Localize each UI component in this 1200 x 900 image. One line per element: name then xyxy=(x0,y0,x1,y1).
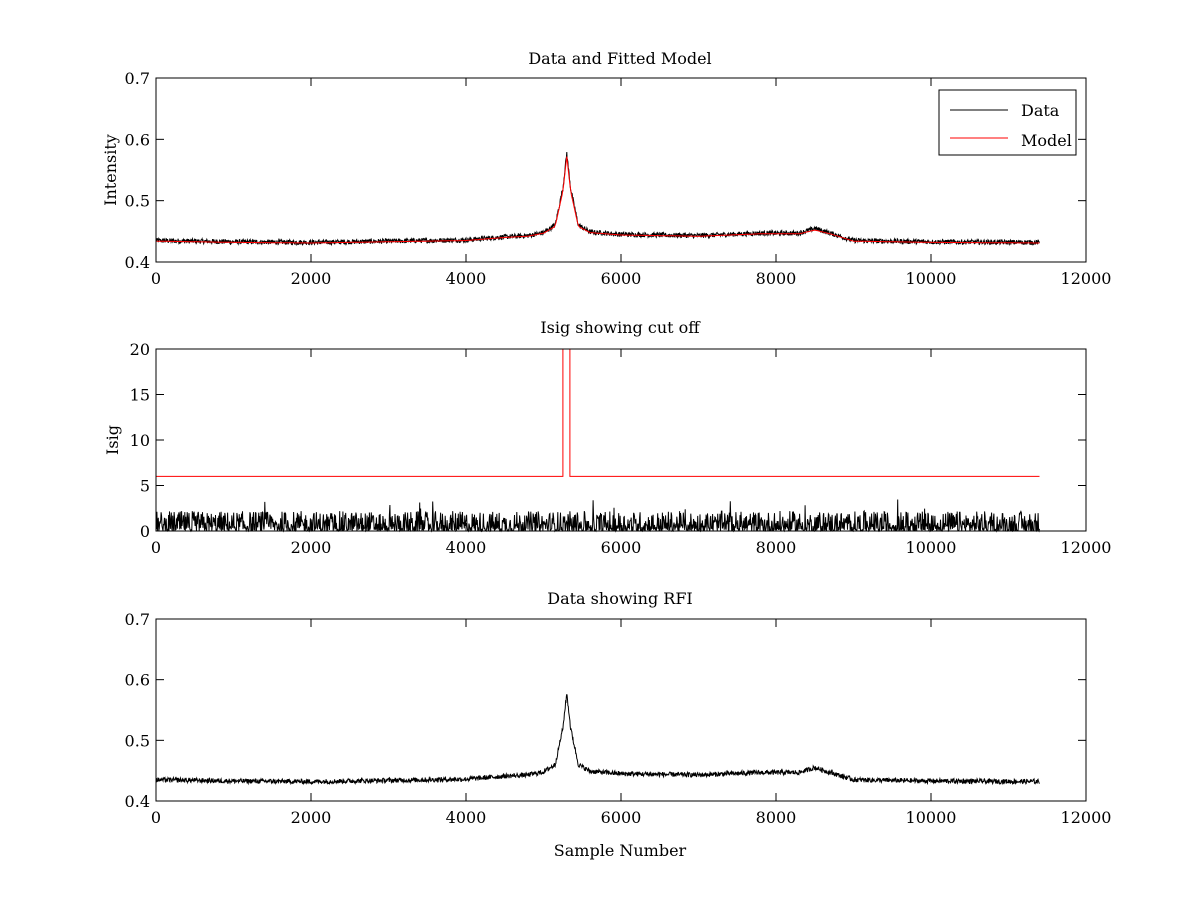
panel-1-ylabel: Intensity xyxy=(101,134,120,206)
panel-3: Data showing RFI Sample Number 0 2000 4000… xyxy=(125,589,1112,860)
legend-model-label: Model xyxy=(1021,131,1072,150)
x-tick-label: 10000 xyxy=(906,269,957,288)
x-tick-label: 0 xyxy=(151,269,161,288)
y-tick-label: 10 xyxy=(130,431,150,450)
x-tick-label: 10000 xyxy=(906,538,957,557)
x-tick-label: 2000 xyxy=(291,538,332,557)
legend-data-label: Data xyxy=(1021,101,1060,120)
panel-3-axes-box xyxy=(155,618,1087,802)
x-tick-label: 8000 xyxy=(756,808,797,827)
y-tick-label: 15 xyxy=(130,386,150,405)
x-tick-label: 12000 xyxy=(1061,808,1112,827)
x-tick-label: 8000 xyxy=(756,538,797,557)
x-tick-label: 4000 xyxy=(446,538,487,557)
x-tick-label: 6000 xyxy=(601,269,642,288)
x-tick-label: 2000 xyxy=(291,269,332,288)
x-tick-label: 12000 xyxy=(1061,538,1112,557)
series-data xyxy=(155,694,1040,786)
y-tick-label: 0.4 xyxy=(125,792,150,811)
panel-3-plot-area xyxy=(155,694,1040,786)
y-tick-label: 0.6 xyxy=(125,671,150,690)
x-tick-label: 12000 xyxy=(1061,269,1112,288)
y-tick-label: 0.5 xyxy=(125,731,150,750)
panel-2-ylabel: Isig xyxy=(103,425,122,455)
x-tick-label: 0 xyxy=(151,538,161,557)
y-tick-label: 0 xyxy=(140,522,150,541)
panel-3-xlabel: Sample Number xyxy=(554,841,687,860)
y-tick-label: 0.6 xyxy=(125,130,150,149)
panel-1-axes-box xyxy=(155,77,1087,263)
series-model xyxy=(155,156,1040,244)
y-tick-label: 20 xyxy=(130,340,150,359)
x-tick-label: 0 xyxy=(151,808,161,827)
panel-2-title: Isig showing cut off xyxy=(540,318,701,337)
x-tick-label: 4000 xyxy=(446,808,487,827)
x-tick-label: 6000 xyxy=(601,538,642,557)
panel-1-legend: Data Model xyxy=(938,89,1077,156)
y-tick-label: 0.7 xyxy=(125,69,150,88)
panel-1-title: Data and Fitted Model xyxy=(528,49,711,68)
x-tick-label: 10000 xyxy=(906,808,957,827)
legend-box xyxy=(938,89,1077,156)
y-tick-label: 0.4 xyxy=(125,253,150,272)
x-tick-label: 4000 xyxy=(446,269,487,288)
panel-2: Isig showing cut off Isig 0 2000 4000 6000 8… xyxy=(103,318,1111,557)
x-tick-label: 8000 xyxy=(756,269,797,288)
panel-2-axes-box xyxy=(155,348,1087,532)
panel-1-plot-area xyxy=(155,151,1040,247)
y-tick-label: 0.7 xyxy=(125,610,150,629)
y-tick-label: 0.5 xyxy=(125,192,150,211)
panel-1-ticks: 0 2000 4000 6000 8000 10000 12000 0.4 0.5 0.6 0.7 xyxy=(125,69,1112,288)
x-tick-label: 2000 xyxy=(291,808,332,827)
panel-1: Data and Fitted Model Intensity 0 2000 400… xyxy=(101,49,1111,288)
panel-2-ticks: 0 2000 4000 6000 8000 10000 12000 0 5 10 15 20 xyxy=(130,340,1112,557)
panel-3-ticks: 0 2000 4000 6000 8000 10000 12000 0.4 0.5 0.6 0.7 xyxy=(125,610,1112,827)
y-tick-label: 5 xyxy=(140,477,150,496)
x-tick-label: 6000 xyxy=(601,808,642,827)
series-isig xyxy=(155,499,1040,533)
panel-3-title: Data showing RFI xyxy=(547,589,692,608)
